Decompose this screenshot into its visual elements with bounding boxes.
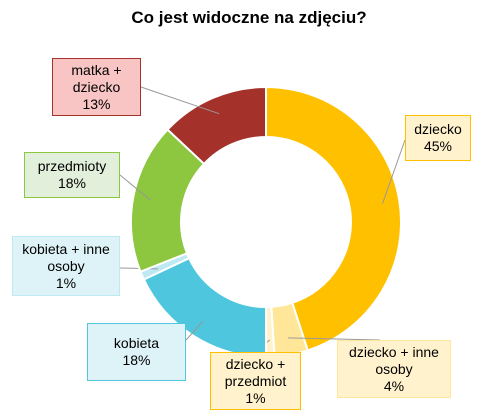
donut-slice (166, 85, 267, 166)
data-label: kobieta 18% (87, 323, 186, 381)
label-category: matka + dziecko (71, 61, 122, 95)
data-label: dziecko + przedmiot 1% (210, 352, 301, 410)
label-value: 1% (245, 389, 266, 406)
label-value: 1% (55, 274, 77, 291)
label-category: kobieta + inne osoby (22, 240, 110, 274)
leader-line (288, 337, 381, 341)
data-label: matka + dziecko 13% (52, 58, 141, 116)
data-label: kobieta + inne osoby 1% (12, 236, 120, 296)
data-label: przedmioty 18% (24, 152, 120, 198)
label-category: przedmioty (37, 158, 107, 174)
chart-title: Co jest widoczne na zdjęciu? (131, 8, 367, 27)
label-category: kobieta (113, 335, 160, 351)
label-category: dziecko + inne osoby (349, 343, 439, 377)
label-category: dziecko + przedmiot (224, 355, 287, 389)
label-value: 45% (423, 138, 453, 154)
leader-line (185, 321, 204, 341)
data-label: dziecko 45% (405, 115, 471, 161)
label-value: 4% (383, 377, 405, 394)
label-value: 18% (122, 352, 151, 368)
donut-slice (265, 85, 402, 352)
leader-line (382, 139, 406, 204)
label-category: dziecko (414, 121, 462, 137)
label-value: 18% (57, 175, 87, 191)
data-label: dziecko + inne osoby 4% (337, 340, 451, 398)
leader-line (119, 174, 151, 201)
label-value: 13% (82, 95, 111, 112)
leader-line (140, 86, 220, 115)
